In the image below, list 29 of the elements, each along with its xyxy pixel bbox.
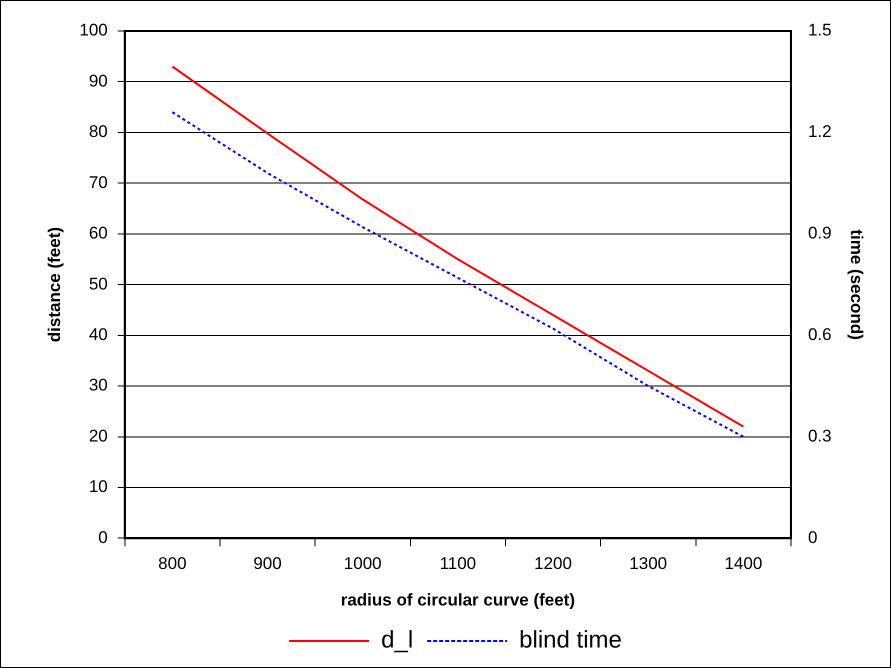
x-tick-label: 900 [253, 554, 282, 574]
y-tick-label: 30 [88, 376, 108, 395]
y-tick-label: 100 [79, 20, 108, 40]
x-tick-label: 1200 [534, 554, 572, 574]
x-axis-title: radius of circular curve (feet) [340, 590, 576, 610]
y-tick-label: 40 [88, 325, 108, 344]
legend-label: d_l [381, 626, 414, 654]
x-tick-label: 1400 [724, 554, 762, 574]
y2-tick-label: 1.5 [808, 20, 832, 40]
y2-tick-label: 0 [808, 528, 818, 547]
y-tick-label: 60 [88, 224, 108, 243]
y-tick-label: 10 [88, 477, 108, 496]
y-tick-label: 80 [88, 122, 108, 142]
y2-axis-title: time (second) [847, 229, 866, 340]
x-tick-label: 1000 [344, 554, 382, 574]
y2-tick-label: 1.2 [808, 122, 832, 142]
x-tick-label: 800 [158, 554, 187, 574]
x-tick-label: 1100 [440, 554, 476, 574]
y-tick-label: 0 [98, 528, 108, 547]
y2-tick-label: 0.6 [808, 325, 832, 344]
y-tick-label: 20 [88, 426, 108, 446]
y-tick-label: 50 [88, 274, 108, 294]
legend-label: blind time [519, 626, 622, 654]
y2-tick-label: 0.9 [808, 224, 832, 243]
y2-tick-label: 0.3 [808, 426, 832, 446]
y-axis-title: distance (feet) [44, 226, 64, 342]
y-tick-label: 90 [88, 71, 108, 90]
y-tick-label: 70 [88, 172, 108, 192]
x-tick-label: 1300 [629, 554, 668, 574]
